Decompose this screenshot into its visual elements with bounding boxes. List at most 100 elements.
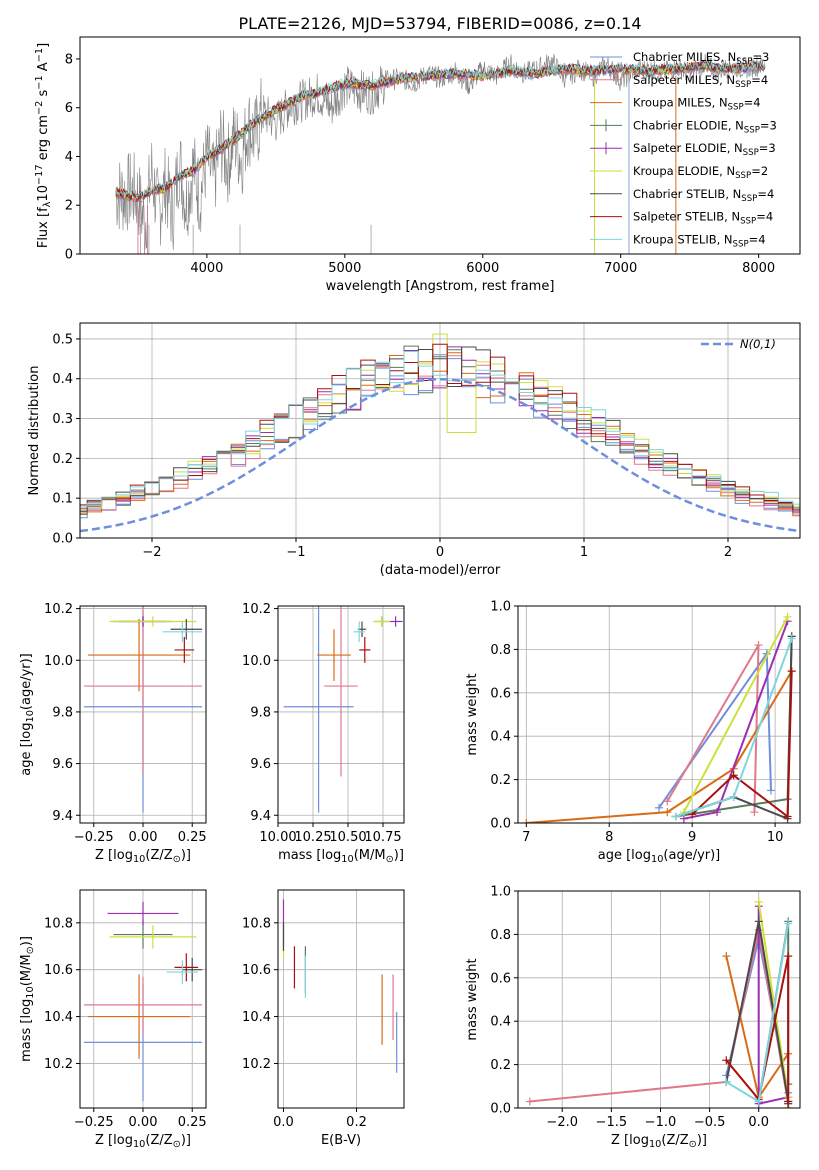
age_vs_weight-xtick-label: 10: [767, 830, 784, 845]
mass_vs_age-ytick-label: 9.6: [250, 757, 271, 772]
mass_vs_age-ytick-label: 9.4: [250, 809, 271, 824]
age_vs_weight-ytick-label: 0.2: [490, 773, 511, 788]
mass_vs_age-ytick-label: 10.0: [242, 654, 271, 669]
z_vs_age-xtick-label: −0.25: [74, 830, 114, 845]
ebv_vs_mass-xtick-label: 0.2: [346, 1115, 367, 1130]
kroupa_miles-residual-hist: [80, 352, 800, 517]
z_vs_age-ytick-label: 10.2: [44, 602, 73, 617]
gaussian-legend-label: N(0,1): [740, 337, 776, 351]
mass_vs_age-xtick-label: 10.00: [259, 830, 296, 845]
kroupa_stelib-weight-line: [725, 923, 790, 1104]
age_vs_weight-xlabel: age [log10(age/yr)]: [598, 848, 721, 865]
z_vs_mass-ytick-label: 10.4: [44, 1010, 73, 1025]
z_vs_mass-xtick-label: 0.25: [178, 1115, 207, 1130]
kroupa_stelib-residual-hist: [80, 351, 800, 507]
z_vs_mass-plot-area: [83, 901, 203, 1101]
z_vs_weight-xtick-label: −1.5: [596, 1115, 628, 1130]
z_vs_weight-ytick-label: 0.6: [490, 971, 511, 986]
spectrum-xtick-label: 7000: [604, 261, 637, 276]
ebv_vs_mass-axes: 0.0 0.2 10.2 10.4 10.6 10.8 E(B-V): [242, 889, 405, 1148]
age_vs_weight-ylabel: mass weight: [465, 673, 480, 755]
z_vs_weight-frame: [517, 890, 801, 1109]
salpeter_miles-legend-label: Salpeter MILES, NSSP=4: [633, 73, 768, 90]
residuals-xlabel: (data-model)/error: [380, 563, 501, 578]
salpeter_stelib-legend-label: Salpeter STELIB, NSSP=4: [633, 210, 773, 227]
residuals-ytick-label: 0.4: [52, 372, 73, 387]
spectrum-xtick-label: 6000: [466, 261, 499, 276]
residuals-ytick-label: 0.1: [52, 492, 73, 507]
z_vs_weight-xtick-label: −2.0: [546, 1115, 578, 1130]
mass_vs_age-xlabel: mass [log10(M/M⊙)]: [278, 848, 404, 865]
z_vs_age-ylabel: age [log10(age/yr)]: [19, 653, 36, 776]
spectrum-ytick-label: 6: [65, 101, 73, 116]
ebv_vs_mass-xlabel: E(B-V): [321, 1133, 361, 1148]
residuals-xtick-label: −1: [286, 545, 305, 560]
ebv_vs_mass-ytick-label: 10.2: [242, 1057, 271, 1072]
chabrier_miles-weight-line: [725, 938, 790, 1093]
residuals-ytick-label: 0.3: [52, 412, 73, 427]
figure-title: PLATE=2126, MJD=53794, FIBERID=0086, z=0…: [238, 14, 641, 33]
z_vs_mass-ylabel: mass [log10(M/M⊙)]: [19, 936, 36, 1062]
z_vs_age-ytick-label: 9.4: [52, 809, 73, 824]
residuals-ytick-label: 0.0: [52, 532, 73, 547]
spectrum-xtick-label: 8000: [742, 261, 775, 276]
spectrum-ytick-label: 8: [65, 52, 73, 67]
spectrum-xlabel: wavelength [Angstrom, rest frame]: [326, 279, 555, 294]
ebv_vs_mass-ytick-label: 10.4: [242, 1010, 271, 1025]
age_vs_weight-ytick-label: 0.4: [490, 730, 511, 745]
age_vs_weight-xtick-label: 9: [688, 830, 696, 845]
chabrier_stelib-residual-hist: [80, 346, 800, 512]
residuals-ytick-label: 0.5: [52, 332, 73, 347]
z_vs_age-ytick-label: 10.0: [44, 654, 73, 669]
z_vs_age-ytick-label: 9.6: [52, 757, 73, 772]
z_vs_weight-xtick-label: 0.0: [748, 1115, 769, 1130]
spectrum-frame: [79, 36, 801, 255]
spectrum-xtick-label: 4000: [190, 261, 223, 276]
ebv_vs_mass-xtick-label: 0.0: [273, 1115, 294, 1130]
z_vs_mass-xtick-label: −0.25: [74, 1115, 114, 1130]
spectrum-ylabel: Flux [fλ10−17 erg cm−2 s−1 A−1]: [34, 43, 53, 248]
spectrum-ytick-label: 0: [65, 248, 73, 263]
z_vs_weight-axes: −2.0 −1.5 −1.0 −0.5 0.0 0.0 0.2 0.4 0.6 0.8 1.0 Z […: [465, 885, 801, 1150]
mass_vs_age-plot-area: [283, 606, 403, 813]
z_vs_weight-ytick-label: 0.2: [490, 1058, 511, 1073]
spectrum-xtick-label: 5000: [328, 261, 361, 276]
salpeter_stelib-weight-line: [691, 671, 793, 819]
salpeter_stelib-residual-hist: [80, 343, 800, 511]
kroupa_elodie-weight-line: [683, 616, 789, 813]
z_vs_age-xlabel: Z [log10(Z/Z⊙)]: [95, 848, 191, 865]
ebv_vs_mass-plot-area: [282, 899, 398, 1073]
kroupa_miles-legend-label: Kroupa MILES, NSSP=4: [633, 96, 761, 113]
z_vs_weight-ytick-label: 1.0: [490, 885, 511, 900]
gaussian-curve: [80, 377, 800, 533]
z_vs_mass-xlabel: Z [log10(Z/Z⊙)]: [95, 1133, 191, 1150]
residuals-axes: −2 −1 0 1 2 0.0 0.1 0.2 0.3 0.4 0.5 (data-model)/er…: [27, 322, 801, 578]
z_vs_mass-xtick-label: 0.00: [129, 1115, 158, 1130]
z_vs_weight-ylabel: mass weight: [465, 958, 480, 1040]
ebv_vs_mass-ytick-label: 10.6: [242, 963, 271, 978]
z_vs_age-xtick-label: 0.25: [178, 830, 207, 845]
z_vs_weight-ytick-label: 0.4: [490, 1015, 511, 1030]
z_vs_mass-ytick-label: 10.8: [44, 916, 73, 931]
chabrier_miles-legend-label: Chabrier MILES, NSSP=3: [633, 50, 769, 67]
residuals-plot-area: [80, 333, 800, 533]
z_vs_weight-ytick-label: 0.8: [490, 928, 511, 943]
plots: 4000 5000 6000 7000 8000 0 2 4 6 8 wavelength [Ang…: [19, 36, 801, 1150]
z_vs_weight-xtick-label: −1.0: [645, 1115, 677, 1130]
salpeter_elodie-legend-label: Salpeter ELODIE, NSSP=3: [633, 141, 776, 158]
mass_vs_age-frame: [277, 605, 405, 824]
z_vs_mass-axes: −0.25 0.00 0.25 10.2 10.4 10.6 10.8 Z [log10(Z/…: [19, 889, 207, 1150]
age_vs_weight-ytick-label: 0.6: [490, 686, 511, 701]
chabrier_elodie-legend-label: Chabrier ELODIE, NSSP=3: [633, 118, 777, 135]
spectrum-axes: 4000 5000 6000 7000 8000 0 2 4 6 8 wavelength [Ang…: [34, 36, 801, 294]
z_vs_weight-xtick-label: −0.5: [694, 1115, 726, 1130]
spectrum-legend: Chabrier MILES, NSSP=3 Salpeter MILES, NS…: [590, 50, 777, 249]
z_vs_age-plot-area: [83, 606, 203, 813]
age_vs_weight-ytick-label: 0.8: [490, 643, 511, 658]
residuals-xtick-label: 2: [724, 545, 732, 560]
spectrum-ytick-label: 2: [65, 199, 73, 214]
residuals-xtick-label: −2: [142, 545, 161, 560]
spectrum-plot-area: [115, 53, 766, 254]
